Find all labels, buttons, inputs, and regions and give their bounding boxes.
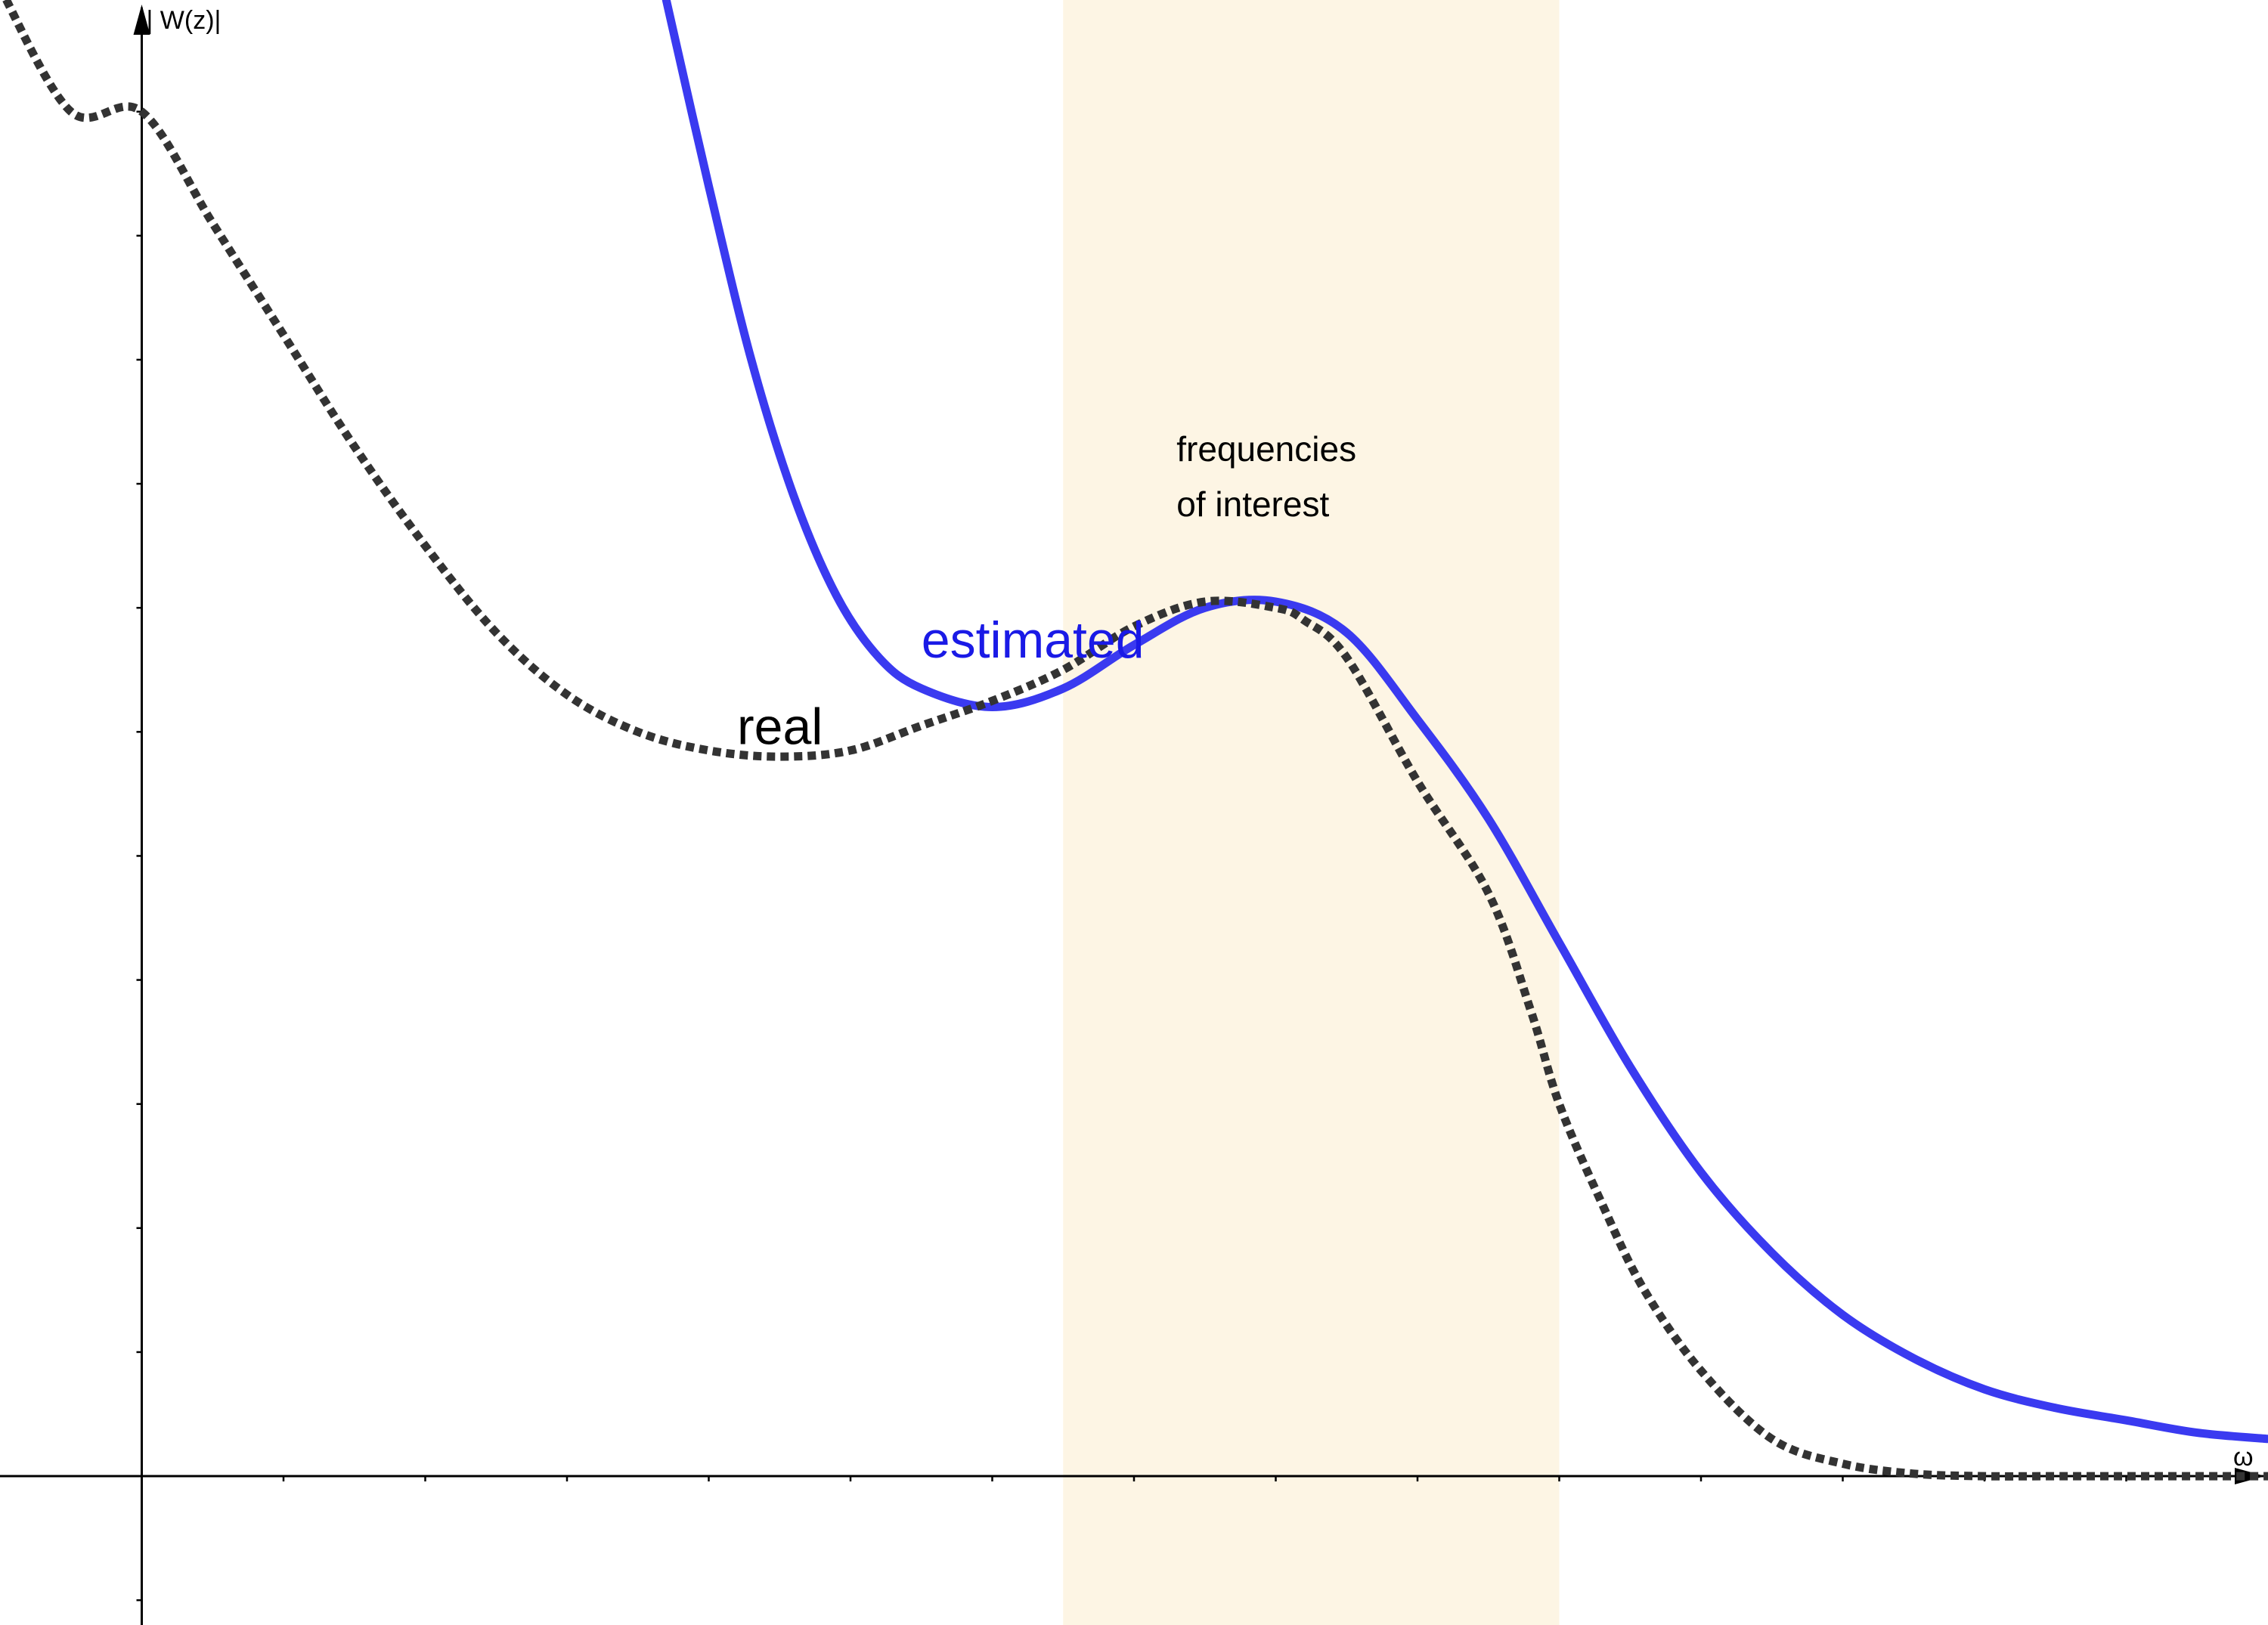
series-line-real: [2, 0, 2268, 1481]
band-label-line-1: frequencies: [1176, 429, 1356, 469]
series-line-estimated: [662, 0, 2268, 1444]
band-label-line-2: of interest: [1176, 484, 1329, 524]
frequencies-of-interest-band: [1063, 0, 1560, 1625]
band-label: frequencies of interest: [1176, 429, 1356, 524]
y-axis-arrow-icon: [133, 5, 150, 35]
x-axis-label: ω: [2233, 1443, 2254, 1472]
x-axis-ticks: [282, 1476, 2127, 1482]
y-axis-label: | W(z)|: [147, 6, 222, 35]
series-label-real: real: [737, 698, 823, 756]
series-label-estimated: estimated: [922, 611, 1145, 669]
